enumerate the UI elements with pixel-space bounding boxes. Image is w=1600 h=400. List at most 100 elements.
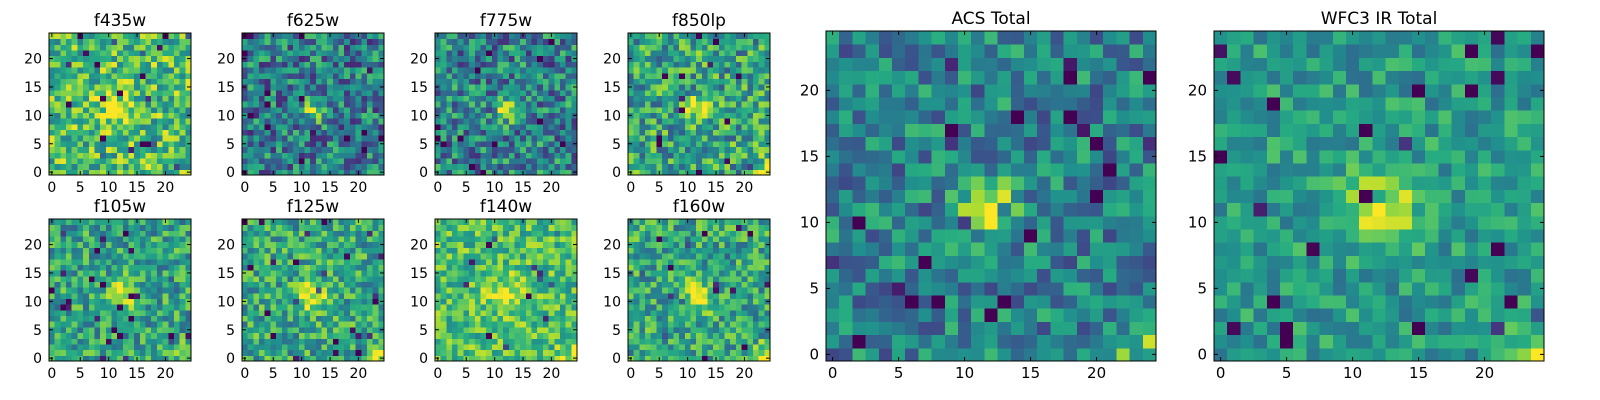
heatmap-cell (474, 89, 481, 96)
heatmap-cell (156, 163, 164, 170)
heatmap-cell (554, 292, 561, 300)
heatmap-cell (542, 264, 550, 271)
heatmap-cell (667, 50, 674, 57)
heatmap-cell (264, 50, 271, 57)
heatmap-cell (656, 61, 663, 68)
heatmap-cell (276, 275, 283, 282)
heatmap-cell (179, 33, 186, 40)
heatmap-cell (77, 332, 84, 339)
heatmap-cell (117, 264, 124, 271)
heatmap-cell (735, 95, 743, 102)
heatmap-cell (310, 292, 317, 300)
heatmap-cell (168, 270, 175, 277)
heatmap-cell (469, 84, 476, 91)
heatmap-cell (633, 338, 640, 345)
heatmap-cell (94, 106, 101, 114)
heatmap-cell (446, 129, 453, 136)
heatmap-cell (486, 61, 493, 68)
heatmap-cell (60, 315, 67, 322)
heatmap-cell (361, 236, 368, 243)
heatmap-cell (673, 50, 680, 57)
heatmap-cell (128, 84, 135, 91)
heatmap-cell (446, 241, 453, 248)
heatmap-cell (327, 241, 334, 248)
heatmap-cell (741, 298, 748, 305)
heatmap-cell (100, 33, 107, 40)
heatmap-cell (474, 95, 481, 102)
heatmap-cell (537, 236, 544, 243)
heatmap-cell (378, 287, 385, 294)
heatmap-cell (83, 321, 90, 328)
heatmap-cell (452, 157, 459, 165)
heatmap-cell (713, 50, 720, 57)
heatmap-cell (145, 298, 152, 305)
heatmap-cell (633, 50, 640, 57)
heatmap-cell (701, 118, 709, 125)
heatmap-cell (537, 219, 544, 226)
heatmap-cell (503, 163, 510, 170)
heatmap-cell (713, 157, 720, 165)
heatmap-cell (173, 343, 181, 351)
heatmap-cell (463, 258, 470, 265)
heatmap-cell (548, 304, 555, 311)
heatmap-cell (707, 275, 714, 282)
heatmap-cell (520, 38, 527, 45)
heatmap-cell (185, 264, 192, 271)
heatmap-cell (122, 44, 130, 51)
heatmap-cell (679, 67, 686, 74)
heatmap-cell (531, 275, 538, 282)
heatmap-cell (514, 338, 521, 345)
heatmap-cell (571, 33, 578, 40)
heatmap-cell (321, 281, 328, 288)
heatmap-cell (730, 78, 737, 85)
heatmap-cell (179, 332, 186, 339)
heatmap-cell (752, 67, 760, 74)
heatmap-cell (179, 253, 186, 260)
heatmap-cell (679, 33, 686, 40)
heatmap-cell (179, 236, 186, 243)
heatmap-cell (253, 247, 260, 254)
heatmap-cell (525, 135, 533, 142)
heatmap-cell (520, 349, 527, 356)
heatmap-cell (145, 61, 152, 68)
heatmap-cell (463, 89, 470, 96)
heatmap-cell (372, 304, 379, 311)
heatmap-cell (179, 89, 186, 96)
heatmap-cell (293, 355, 300, 362)
heatmap-cell (667, 326, 674, 334)
heatmap-cell (100, 241, 107, 248)
heatmap-cell (747, 298, 754, 305)
heatmap-cell (105, 332, 112, 339)
x-tick-label: 5 (462, 180, 471, 196)
heatmap-cell (321, 129, 328, 136)
heatmap-cell (440, 157, 447, 165)
heatmap-cell (321, 258, 328, 265)
heatmap-cell (531, 89, 538, 96)
heatmap-cell (548, 84, 555, 91)
heatmap-cell (508, 292, 516, 300)
heatmap-cell (633, 38, 640, 45)
heatmap-cell (650, 55, 657, 62)
heatmap-cell (730, 106, 737, 114)
heatmap-cell (378, 321, 385, 328)
heatmap-cell (531, 355, 538, 362)
heatmap-cell (276, 55, 283, 62)
heatmap-cell (168, 84, 175, 91)
heatmap-cell (718, 67, 726, 74)
heatmap-cell (747, 72, 754, 79)
heatmap-cell (650, 101, 657, 108)
heatmap-cell (628, 95, 635, 102)
heatmap-cell (571, 129, 578, 136)
heatmap-cell (457, 112, 464, 119)
heatmap-cell (565, 292, 572, 300)
heatmap-cell (673, 72, 680, 79)
heatmap-cell (315, 343, 323, 351)
heatmap-cell (83, 355, 90, 362)
heatmap-cell (486, 258, 493, 265)
heatmap-cell (486, 38, 493, 45)
heatmap-cell (247, 349, 254, 356)
y-tick-label: 20 (410, 52, 428, 68)
heatmap-cell (270, 38, 277, 45)
heatmap-cell (656, 304, 663, 311)
heatmap-cell (105, 321, 112, 328)
